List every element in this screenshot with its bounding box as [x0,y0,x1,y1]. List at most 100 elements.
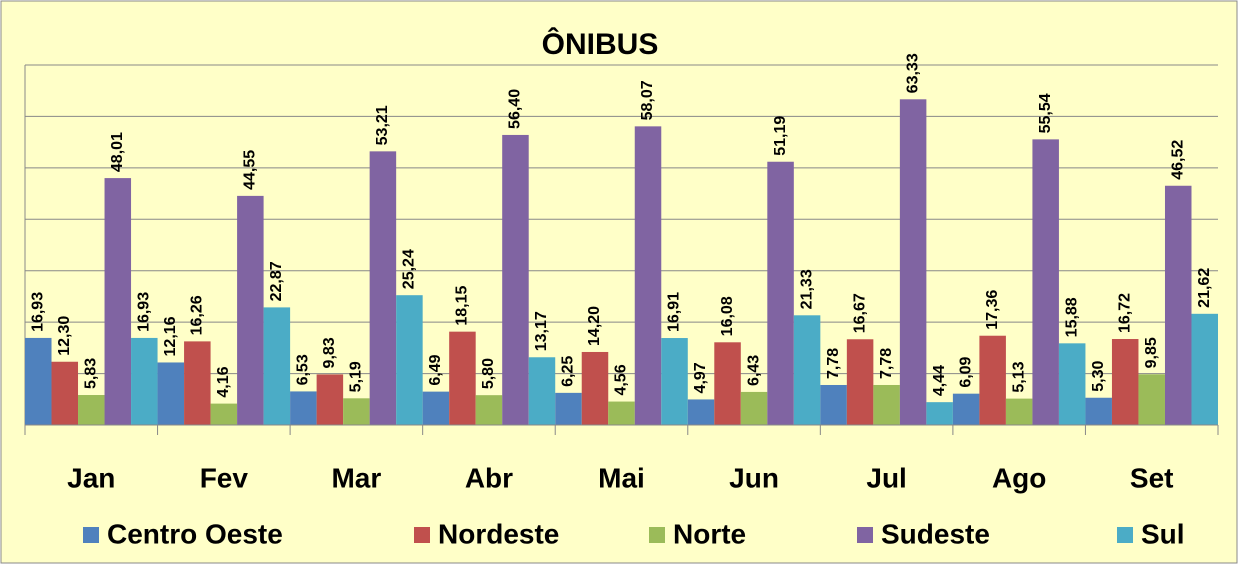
data-label: 5,80 [480,358,497,389]
bar [1111,339,1139,425]
bar [714,342,741,425]
data-label: 4,44 [931,365,948,396]
data-label: 6,25 [560,356,577,387]
data-label: 56,40 [507,89,524,129]
data-label: 16,67 [851,293,868,333]
x-tick-label: Jan [67,462,115,493]
bar [528,357,556,425]
data-label: 6,09 [957,356,974,387]
bar [369,151,397,425]
data-label: 63,33 [904,53,921,93]
bar [1058,343,1086,425]
data-label: 16,91 [666,292,683,332]
data-label: 13,17 [533,311,550,351]
data-label: 12,16 [162,316,179,356]
data-label: 46,52 [1169,140,1186,180]
data-label: 4,97 [692,362,709,393]
x-tick-label: Abr [465,462,513,493]
data-label: 58,07 [639,80,656,120]
x-tick-label: Mar [331,462,381,493]
bar [926,402,953,425]
data-label: 15,88 [1063,297,1080,337]
data-label: 9,85 [1143,337,1160,368]
legend-label: Sudeste [881,518,990,549]
bar [449,331,476,425]
bar [687,399,715,425]
data-label: 48,01 [109,132,126,172]
legend-swatch [83,527,99,543]
legend-label: Centro Oeste [107,518,283,549]
data-label: 44,55 [242,150,259,190]
bar [1164,185,1192,425]
bar [51,361,79,425]
bar [502,134,529,425]
data-label: 14,20 [586,306,603,346]
bar [210,403,238,425]
data-label: 6,49 [427,354,444,385]
chart-title: ÔNIBUS [542,27,659,61]
bar [661,338,688,425]
data-label: 7,78 [878,348,895,379]
bar [396,295,423,425]
x-tick-label: Set [1130,462,1174,493]
bar [104,178,132,425]
x-tick-label: Jul [866,462,906,493]
legend-label: Sul [1141,518,1185,549]
data-label: 55,54 [1037,93,1054,133]
data-label: 16,93 [136,292,153,332]
data-label: 5,19 [348,361,365,392]
bar [1085,397,1112,425]
data-label: 16,93 [29,292,46,332]
legend-swatch [1117,527,1133,543]
data-label: 5,30 [1090,361,1107,392]
data-label: 51,19 [772,116,789,156]
data-label: 5,83 [82,358,99,389]
bar [899,99,927,425]
data-label: 6,43 [745,355,762,386]
x-tick-label: Mai [598,462,645,493]
data-label: 4,56 [613,364,630,395]
data-label: 18,15 [454,286,471,326]
bar [1191,313,1218,425]
x-tick-label: Ago [992,462,1046,493]
legend-label: Nordeste [438,518,559,549]
data-label: 12,30 [56,316,73,356]
bar [608,401,635,425]
data-label: 22,87 [268,261,285,301]
bar [131,337,158,425]
bar [316,374,344,425]
bar [157,362,185,425]
bar [979,335,1006,425]
bar [1138,374,1165,425]
data-label: 21,33 [798,269,815,309]
data-label: 16,26 [189,295,206,335]
data-label: 16,72 [1116,293,1133,333]
legend-swatch [649,527,665,543]
bar [555,392,582,425]
data-label: 25,24 [401,249,418,289]
bar [25,337,52,425]
bar [184,341,211,425]
bar [1005,398,1033,425]
legend-swatch [857,527,873,543]
legend-label: Norte [673,518,746,549]
bar [820,384,847,425]
bar [475,395,503,425]
bar [78,395,105,425]
bar [290,391,317,425]
bar [237,195,264,425]
bar [793,315,821,425]
data-label: 5,13 [1010,361,1027,392]
x-tick-label: Fev [200,462,249,493]
x-tick-label: Jun [729,462,779,493]
bar [581,351,609,425]
data-label: 6,53 [295,354,312,385]
data-label: 53,21 [374,105,391,145]
legend-swatch [414,527,430,543]
bar [343,398,370,425]
data-label: 4,16 [215,366,232,397]
bar [952,393,980,425]
